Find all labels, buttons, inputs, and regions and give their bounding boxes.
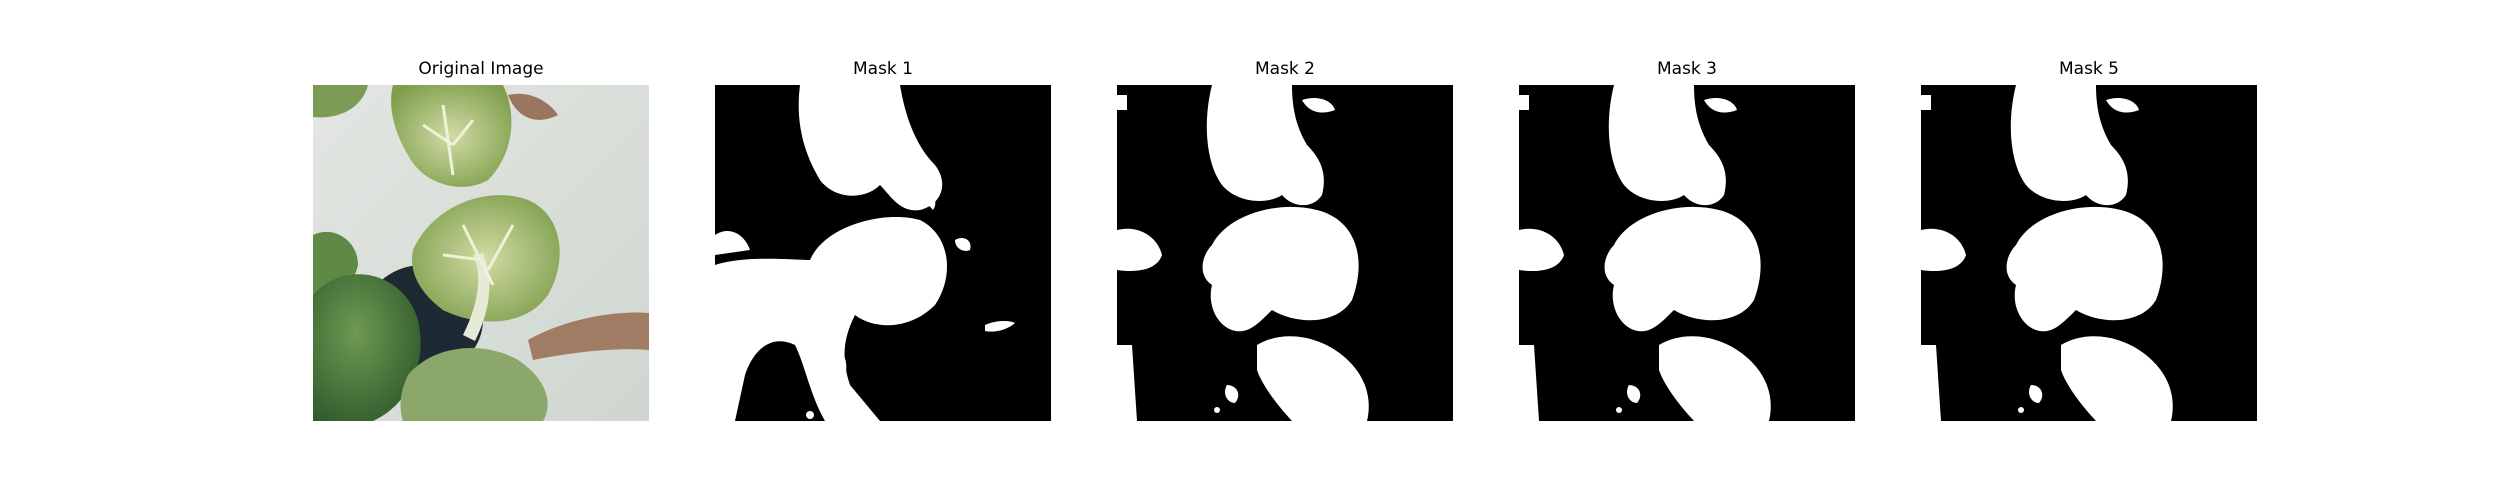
mask-2-image (1117, 85, 1453, 421)
panel-title: Mask 5 (2058, 59, 2119, 79)
panel-mask-5: Mask 5 (1921, 58, 2257, 421)
mask-5-image (1921, 85, 2257, 421)
mask-foreground (1519, 85, 1771, 421)
stem (463, 253, 490, 341)
panel-title: Mask 2 (1254, 59, 1315, 79)
leaf-middle (412, 195, 560, 322)
mask-foreground (1921, 85, 2173, 421)
panel-mask-1: Mask 1 (715, 58, 1051, 421)
leaf-bottom (400, 348, 548, 421)
mask-foreground (1117, 85, 1369, 421)
panel-mask-2: Mask 2 (1117, 58, 1453, 421)
original-image-render (313, 85, 649, 421)
mask-5-render (1921, 85, 2257, 421)
mask-foreground (715, 85, 1015, 421)
leaf-bottom-left (313, 274, 421, 421)
leaf-veins (422, 104, 515, 286)
mask-3-image (1519, 85, 1855, 421)
panel-title: Mask 3 (1656, 59, 1717, 79)
leaf-upper (391, 85, 512, 187)
panel-original-image: Original Image (313, 58, 649, 421)
mask-3-render (1519, 85, 1855, 421)
wilted-leaf-right (528, 312, 649, 360)
leaf-top-left (313, 85, 368, 118)
panel-title: Original Image (418, 59, 544, 79)
original-image (313, 85, 649, 421)
mask-2-render (1117, 85, 1453, 421)
wilted-leaf-top (508, 93, 558, 120)
mask-1-image (715, 85, 1051, 421)
mask-1-render (715, 85, 1051, 421)
panel-mask-3: Mask 3 (1519, 58, 1855, 421)
panel-title: Mask 1 (852, 59, 913, 79)
